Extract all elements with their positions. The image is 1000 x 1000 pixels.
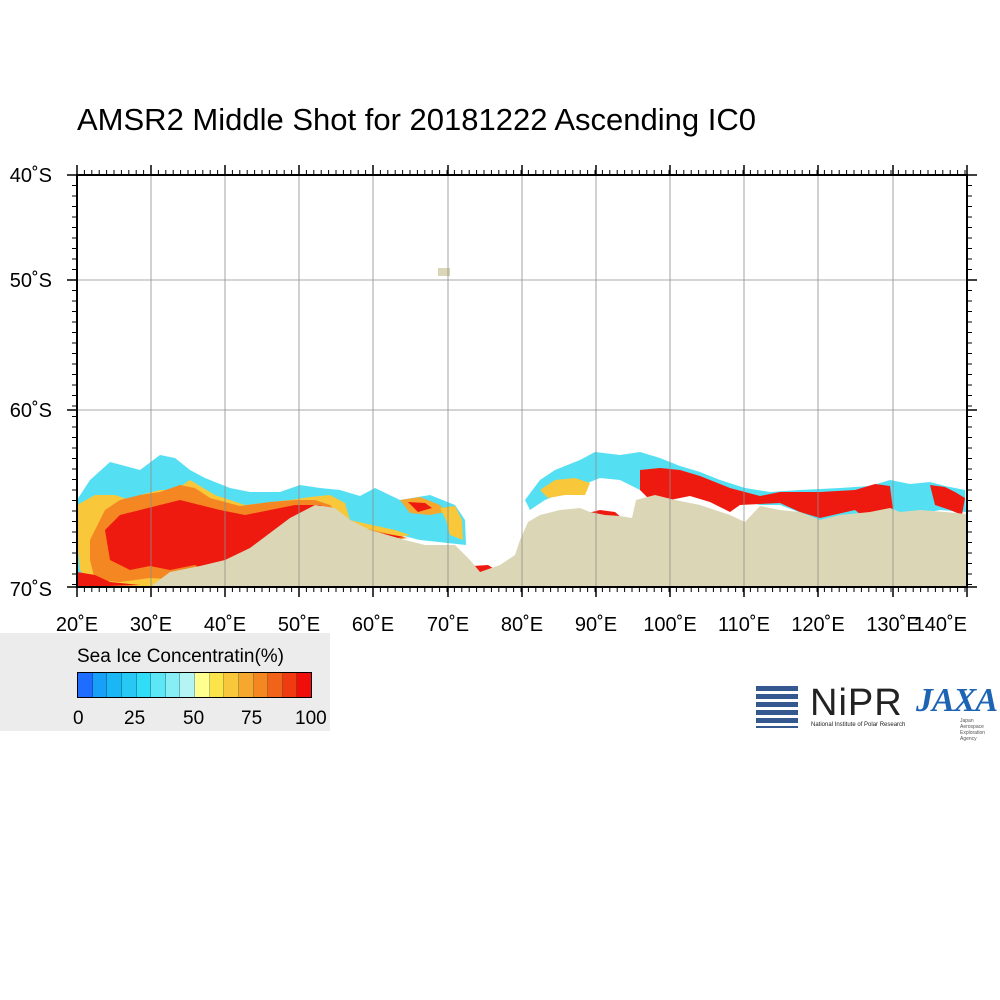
lon-tick-label: 80˚E — [501, 614, 543, 636]
colorbar-segment — [121, 673, 137, 697]
colorbar-segment — [165, 673, 181, 697]
colorbar-segment — [78, 673, 93, 697]
nipr-logo: NiPR National Institute of Polar Researc… — [756, 682, 916, 732]
colorbar-segment — [180, 673, 195, 697]
colorbar-label: 100 — [295, 708, 327, 729]
lat-tick-label: 60˚S — [10, 400, 52, 422]
lon-tick-label: 20˚E — [56, 614, 98, 636]
colorbar-segment — [238, 673, 254, 697]
lon-tick-label: 120˚E — [791, 614, 844, 636]
colorbar-segment — [253, 673, 269, 697]
colorbar-segment — [297, 673, 311, 697]
lon-tick-label: 70˚E — [427, 614, 469, 636]
colorbar-label: 75 — [241, 708, 263, 729]
colorbar-segment — [195, 673, 210, 697]
antarctica-land — [150, 495, 966, 587]
lon-tick-label: 100˚E — [643, 614, 696, 636]
colorbar-segment — [92, 673, 108, 697]
lon-tick-label: 50˚E — [278, 614, 320, 636]
nipr-logo-text: NiPR — [810, 682, 903, 724]
lon-tick-label: 90˚E — [575, 614, 617, 636]
sea-ice-map: 20˚E 30˚E 40˚E 50˚E 60˚E 70˚E 80˚E 90˚E … — [10, 165, 977, 636]
lon-tick-label: 130˚E — [866, 614, 919, 636]
map-title: AMSR2 Middle Shot for 20181222 Ascending… — [77, 102, 756, 137]
nipr-emblem-icon — [756, 686, 798, 728]
legend-title: Sea Ice Concentratin(%) — [77, 646, 284, 667]
jaxa-logo: JAXA Japan Aerospace Exploration Agency — [914, 682, 998, 742]
colorbar-segment — [107, 673, 122, 697]
longitude-tick-labels: 20˚E 30˚E 40˚E 50˚E 60˚E 70˚E 80˚E 90˚E … — [56, 614, 967, 636]
colorbar-segment — [151, 673, 166, 697]
lon-tick-label: 30˚E — [130, 614, 172, 636]
colorbar — [77, 672, 312, 698]
lon-tick-label: 140˚E — [914, 614, 967, 636]
colorbar-label: 50 — [183, 708, 205, 729]
jaxa-logo-text: JAXA — [916, 682, 998, 719]
map-graticule — [77, 175, 967, 587]
colorbar-segment — [224, 673, 239, 697]
nipr-logo-subtitle: National Institute of Polar Research — [811, 722, 906, 728]
lon-tick-label: 60˚E — [352, 614, 394, 636]
sea-ice-field — [77, 268, 966, 587]
colorbar-segment — [268, 673, 283, 697]
lon-tick-label: 110˚E — [718, 614, 770, 636]
colorbar-label: 25 — [124, 708, 146, 729]
lat-tick-label: 50˚S — [10, 270, 52, 292]
colorbar-segment — [282, 673, 298, 697]
lat-tick-label: 40˚S — [10, 165, 52, 187]
lat-tick-label: 70˚S — [10, 579, 52, 601]
colorbar-segment — [136, 673, 152, 697]
lon-tick-label: 40˚E — [204, 614, 246, 636]
colorbar-segment — [209, 673, 225, 697]
jaxa-logo-subtitle: Japan Aerospace Exploration Agency — [960, 718, 986, 742]
latitude-tick-labels: 40˚S 50˚S 60˚S 70˚S — [10, 165, 52, 601]
colorbar-label: 0 — [73, 708, 84, 729]
